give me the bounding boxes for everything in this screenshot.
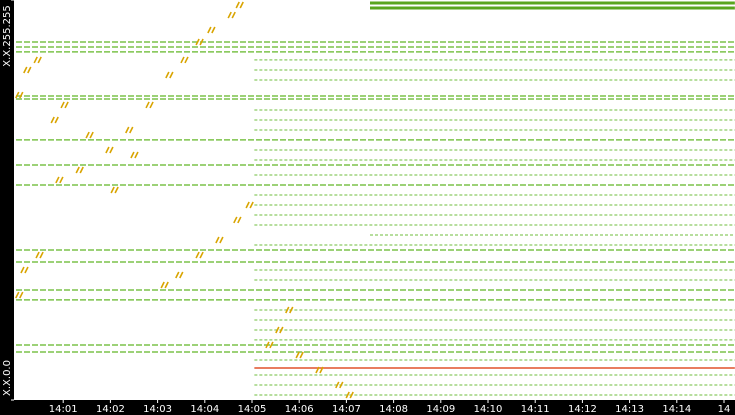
y-tick-label: X.X.255.255 <box>2 5 13 66</box>
scan-point <box>265 341 274 349</box>
x-tick-label: 14:14 <box>662 404 691 415</box>
scan-point <box>275 326 284 334</box>
scan-point <box>23 66 32 74</box>
scan-point <box>335 381 344 389</box>
x-tick-label: 14:11 <box>521 404 550 415</box>
scan-point <box>130 151 139 159</box>
scan-point <box>207 26 216 34</box>
scan-point <box>110 186 119 194</box>
scan-point <box>175 271 184 279</box>
scan-point <box>180 56 189 64</box>
x-tick-label: 14:06 <box>285 404 314 415</box>
scan-point <box>345 391 354 399</box>
x-tick-label: 14:10 <box>474 404 503 415</box>
scan-point <box>55 176 64 184</box>
scan-point <box>145 101 154 109</box>
scan-point <box>227 11 236 19</box>
x-tick-label: 14:09 <box>426 404 455 415</box>
scan-point <box>35 251 44 259</box>
x-tick-label: 14:12 <box>568 404 597 415</box>
scan-point <box>20 266 29 274</box>
flows-layer <box>16 1 735 396</box>
x-tick-label: 14:04 <box>190 404 219 415</box>
scan-point <box>165 71 174 79</box>
scan-point <box>105 146 114 154</box>
scan-point <box>33 56 42 64</box>
scan-point <box>15 291 24 299</box>
scan-point <box>195 38 204 46</box>
x-tick-label: 14:07 <box>332 404 361 415</box>
points-layer <box>15 1 354 399</box>
x-tick-label: 14:13 <box>615 404 644 415</box>
x-axis-bar <box>0 400 735 415</box>
y-axis-bar <box>0 0 14 415</box>
scan-point <box>233 216 242 224</box>
scan-point <box>85 131 94 139</box>
scan-point <box>285 306 294 314</box>
scan-point <box>235 1 244 9</box>
x-tick-label: 14 <box>718 404 731 415</box>
y-tick-label: X.X.0.0 <box>2 360 13 396</box>
scan-point <box>75 166 84 174</box>
scan-point <box>295 351 304 359</box>
scan-point <box>160 281 169 289</box>
scan-point <box>125 126 134 134</box>
scan-point <box>15 91 24 99</box>
scan-point <box>215 236 224 244</box>
x-tick-label: 14:08 <box>379 404 408 415</box>
scan-point <box>60 101 69 109</box>
scan-point <box>195 251 204 259</box>
x-tick-label: 14:01 <box>49 404 78 415</box>
x-tick-label: 14:05 <box>238 404 267 415</box>
scan-point <box>315 366 324 374</box>
x-tick-label: 14:03 <box>143 404 172 415</box>
x-tick-label: 14:02 <box>96 404 125 415</box>
scan-point <box>50 116 59 124</box>
scan-point <box>245 201 254 209</box>
